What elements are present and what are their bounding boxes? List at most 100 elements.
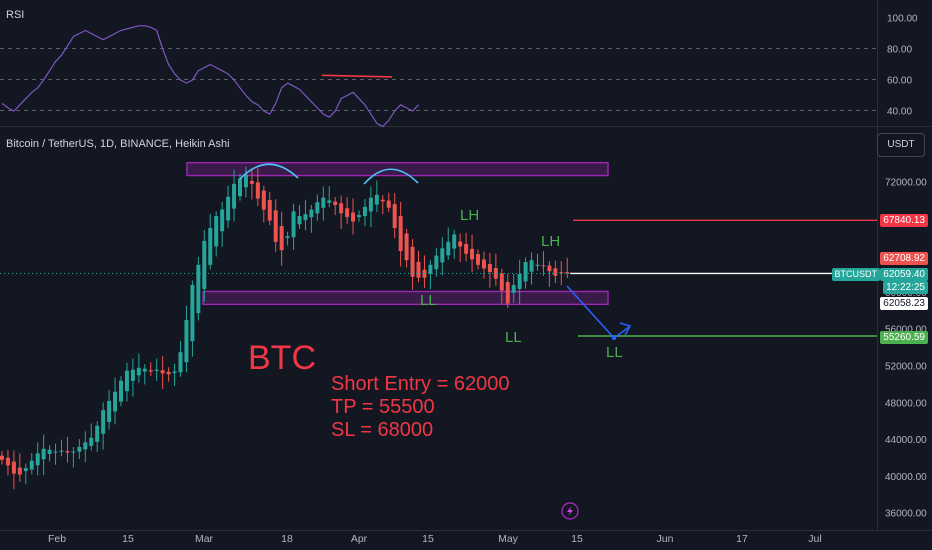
candle-body [285, 236, 290, 239]
candle-body [511, 285, 516, 293]
time-axis[interactable]: Feb 15 Mar 18 Apr 15 May 15 Jun 17 Jul [48, 533, 822, 545]
candle-body [273, 210, 278, 242]
range-box-1[interactable] [186, 161, 609, 177]
date-tick-label: 17 [736, 533, 748, 545]
price-tick-label: 40000.00 [885, 472, 927, 483]
stop-loss-text[interactable]: SL = 68000 [331, 419, 434, 441]
rsi-tick-label: 60.00 [887, 76, 912, 87]
candle-body [374, 194, 379, 205]
candle-body [392, 204, 397, 228]
candle-body [65, 451, 70, 453]
symbol-title: Bitcoin / TetherUS, 1D, BINANCE, Heikin … [6, 138, 230, 150]
top-arcs[interactable] [239, 163, 419, 185]
price-tick-label: 36000.00 [885, 509, 927, 520]
date-tick-label: Jul [808, 533, 821, 545]
candle-body [416, 261, 421, 278]
countdown-tag: 12:22:25 [883, 281, 928, 294]
candle-body [89, 437, 94, 446]
candle-body [130, 369, 135, 381]
candle-body [362, 206, 367, 217]
candle-body [41, 448, 46, 460]
rsi-divergence-line [321, 74, 393, 78]
symbol-tag: BTCUSDT [831, 268, 880, 281]
ll-label-3[interactable]: LL [606, 344, 623, 361]
candle-body [357, 215, 361, 218]
short-entry-text[interactable]: Short Entry = 62000 [331, 373, 510, 395]
candle-body [297, 216, 302, 225]
candle-body [386, 200, 391, 208]
date-tick-label: Feb [48, 533, 66, 545]
last-price-tag: 62059.40 [880, 268, 928, 281]
rsi-title: RSI [6, 9, 25, 21]
candle-body [523, 262, 528, 282]
candle-body [380, 199, 385, 202]
date-tick-label: May [498, 533, 519, 545]
candle-body [481, 259, 486, 269]
candle-body [53, 451, 58, 453]
rsi-tick-label: 80.00 [887, 45, 912, 56]
candle-body [202, 240, 207, 289]
btc-label[interactable]: BTC [248, 339, 316, 377]
candle-body [464, 243, 469, 254]
price-tick-label: 72000.00 [885, 178, 927, 189]
candle-body [476, 254, 480, 265]
price-tick-label: 48000.00 [885, 398, 927, 409]
range-box-2[interactable] [202, 290, 609, 306]
ll-label-1[interactable]: LL [420, 292, 437, 309]
date-tick-label: 18 [281, 533, 293, 545]
candle-body [35, 453, 40, 466]
candle-body [59, 450, 64, 452]
candle-body [136, 367, 141, 376]
candle-body [487, 263, 492, 273]
candle-body [327, 200, 332, 203]
projection-arrow-up[interactable] [613, 326, 630, 339]
lh-label-1[interactable]: LH [460, 207, 480, 224]
candle-body [166, 371, 171, 375]
candle-body [499, 273, 504, 291]
candle-body [470, 248, 475, 260]
candle-body [107, 400, 112, 422]
candle-body [565, 272, 570, 274]
candles [0, 166, 570, 490]
date-tick-label: Mar [195, 533, 214, 545]
candle-body [71, 451, 76, 453]
candle-body [333, 201, 338, 205]
candle-body [17, 467, 22, 475]
top-arc-2[interactable] [363, 168, 419, 185]
take-profit-text[interactable]: TP = 55500 [331, 396, 435, 418]
crosshair-price-tag: 62058.23 [880, 297, 928, 310]
candle-body [291, 211, 296, 238]
candle-body [505, 281, 510, 304]
candle-body [124, 370, 129, 392]
top-arc-1[interactable] [239, 163, 299, 180]
projection-path[interactable] [566, 285, 632, 341]
candle-body [446, 241, 451, 256]
candle-body [267, 200, 272, 221]
candle-body [47, 449, 52, 455]
candle-body [0, 455, 4, 460]
candle-body [517, 274, 522, 289]
candle-body [345, 208, 350, 217]
candle-body [243, 174, 248, 188]
lh-label-2[interactable]: LH [541, 233, 561, 250]
candle-body [315, 202, 320, 214]
projection-arrowhead [619, 322, 632, 336]
ll-label-2[interactable]: LL [505, 329, 522, 346]
candle-body [11, 461, 16, 474]
candle-body [404, 233, 409, 261]
candle-body [410, 246, 415, 277]
rsi-axis: 100.00 80.00 60.00 40.00 [887, 14, 918, 118]
projection-point[interactable] [611, 335, 617, 341]
lightning-icon[interactable] [561, 502, 579, 520]
candle-body [196, 264, 201, 314]
projection-arrow-down[interactable] [566, 285, 615, 339]
candle-body [238, 178, 242, 197]
candle-body [249, 180, 254, 184]
candle-body [232, 183, 237, 209]
date-tick-label: 15 [422, 533, 434, 545]
price-tick-label: 52000.00 [885, 362, 927, 373]
level-lines[interactable] [0, 219, 877, 337]
candle-body [190, 285, 195, 342]
currency-button[interactable]: USDT [877, 133, 925, 157]
